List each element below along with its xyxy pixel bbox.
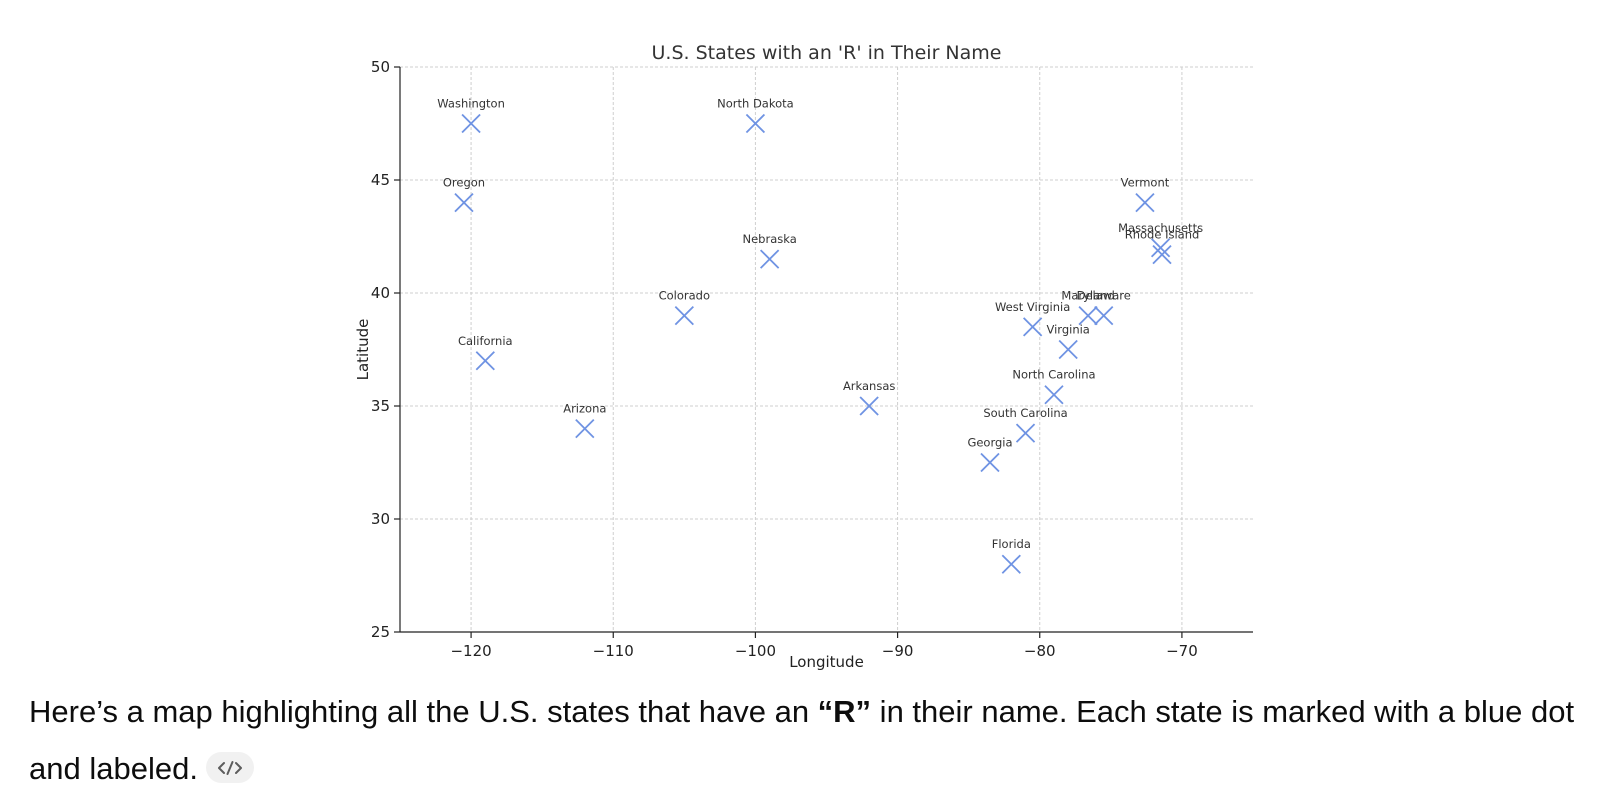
message-text-after: in their name. Each state is marked with…	[29, 694, 1575, 786]
data-point	[1058, 339, 1078, 360]
data-point	[1001, 554, 1021, 574]
point-label: Rhode Island	[1125, 228, 1200, 242]
data-point	[674, 305, 694, 326]
message-emphasis: “R”	[817, 694, 872, 729]
y-tick-label: 25	[371, 623, 390, 641]
point-label: Delaware	[1077, 289, 1131, 303]
y-tick-label: 30	[371, 510, 390, 528]
point-marker-stroke	[475, 351, 495, 371]
data-point	[1015, 423, 1036, 443]
x-tick-label: −90	[882, 642, 914, 660]
point-label: California	[458, 334, 513, 348]
point-marker-stroke	[461, 113, 481, 134]
point-label: Maryland	[1061, 289, 1114, 303]
point-marker-stroke	[859, 396, 879, 416]
point-label: Vermont	[1121, 176, 1170, 190]
data-point	[1135, 192, 1155, 213]
x-axis-label: Longitude	[789, 653, 864, 671]
point-marker-stroke	[575, 418, 595, 439]
data-point	[575, 418, 595, 439]
y-tick-label: 35	[371, 397, 390, 415]
point-label: West Virginia	[995, 300, 1070, 314]
x-tick-label: −120	[450, 642, 491, 660]
x-tick-label: −100	[735, 642, 776, 660]
x-tick-label: −80	[1024, 642, 1056, 660]
y-tick-label: 45	[371, 171, 390, 189]
point-marker-stroke	[1001, 554, 1021, 574]
point-marker-stroke	[1094, 305, 1114, 326]
point-marker-stroke	[1058, 339, 1078, 360]
chart-container: −120 −110 −100 −90 −80 −70 25 30 35 40 45 50 U.S. St…	[354, 42, 1253, 671]
data-point	[1094, 305, 1114, 326]
point-marker-stroke	[1044, 385, 1064, 405]
data-point	[1044, 385, 1064, 405]
point-marker-stroke	[1150, 238, 1171, 258]
data-point	[1023, 317, 1043, 337]
data-point	[1150, 238, 1171, 258]
y-tick-label: 40	[371, 284, 390, 302]
message-text-before: Here’s a map highlighting all the U.S. s…	[29, 694, 818, 729]
x-tick-label: −70	[1166, 642, 1198, 660]
y-axis-label: Latitude	[354, 319, 372, 381]
point-marker-stroke	[745, 113, 766, 134]
point-marker-stroke	[980, 452, 1000, 473]
point-marker-stroke	[1015, 423, 1036, 443]
point-marker-stroke	[1023, 317, 1043, 337]
point-label: Arkansas	[843, 379, 895, 393]
point-label: Florida	[992, 537, 1031, 551]
x-tick-label: −110	[593, 642, 634, 660]
data-point	[461, 113, 481, 134]
point-label: North Dakota	[717, 97, 794, 111]
point-label: Georgia	[967, 436, 1012, 450]
assistant-message-text: Here’s a map highlighting all the U.S. s…	[29, 683, 1589, 797]
point-label: Washington	[437, 97, 505, 111]
point-label: Nebraska	[743, 232, 797, 246]
data-point	[745, 113, 766, 134]
scatter-chart: −120 −110 −100 −90 −80 −70 25 30 35 40 45 50 U.S. St…	[354, 42, 1253, 671]
data-point	[1078, 305, 1098, 326]
point-marker-stroke	[1135, 192, 1155, 213]
y-tick-label: 50	[371, 58, 390, 76]
view-code-button[interactable]	[205, 752, 254, 784]
data-point	[1152, 244, 1172, 265]
code-icon	[217, 760, 242, 775]
point-marker-stroke	[674, 305, 694, 326]
data-point	[475, 351, 495, 371]
point-marker-stroke	[1152, 244, 1172, 265]
point-label: North Carolina	[1012, 368, 1095, 382]
data-point	[980, 452, 1000, 473]
point-label: Virginia	[1046, 323, 1089, 337]
data-point	[859, 396, 879, 416]
chart-title: U.S. States with an 'R' in Their Name	[652, 42, 1002, 64]
data-point	[759, 249, 780, 269]
point-marker-stroke	[1078, 305, 1098, 326]
point-label: Massachusetts	[1118, 221, 1203, 235]
point-label: Colorado	[659, 289, 710, 303]
point-marker-stroke	[759, 249, 780, 269]
point-label: South Carolina	[983, 406, 1067, 420]
point-marker-stroke	[454, 192, 474, 213]
point-label: Arizona	[563, 402, 606, 416]
data-point	[454, 192, 474, 213]
point-label: Oregon	[443, 176, 485, 190]
